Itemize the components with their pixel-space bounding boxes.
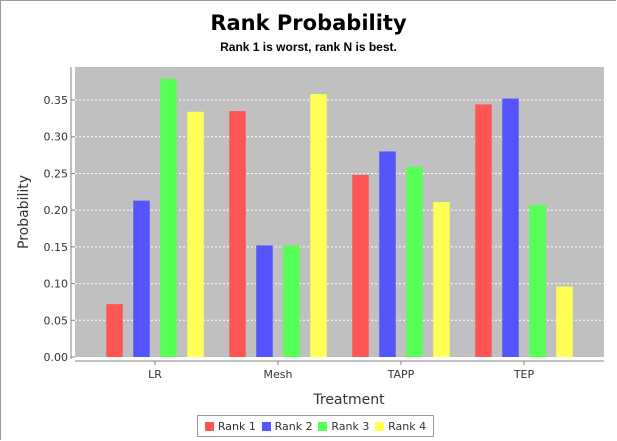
legend: Rank 1 Rank 2 Rank 3 Rank 4 bbox=[197, 415, 434, 437]
y-tick-label: 0.20 bbox=[44, 204, 69, 217]
bar-rank-2-lr bbox=[133, 200, 150, 357]
legend-swatch bbox=[318, 421, 328, 431]
x-tick-label: TEP bbox=[513, 368, 535, 381]
y-axis-ticks: 0.00 0.05 0.10 0.15 0.20 0.25 0.30 0.35 bbox=[44, 94, 75, 364]
bar-rank-4-tapp bbox=[433, 202, 450, 357]
y-tick-label: 0.15 bbox=[44, 241, 69, 254]
x-axis-label: Treatment bbox=[312, 392, 385, 408]
bar-rank-1-mesh bbox=[229, 111, 246, 358]
bar-rank-4-lr bbox=[187, 111, 204, 357]
legend-label: Rank 3 bbox=[331, 419, 370, 433]
x-axis-ticks: LR Mesh TAPP TEP bbox=[148, 361, 535, 381]
chart-subtitle: Rank 1 is worst, rank N is best. bbox=[220, 40, 397, 54]
x-tick-label: Mesh bbox=[264, 368, 293, 381]
axes bbox=[70, 67, 604, 362]
bar-rank-4-tep bbox=[556, 286, 573, 357]
x-tick-label: LR bbox=[148, 368, 162, 381]
bars bbox=[106, 78, 573, 358]
bar-rank-1-tep bbox=[475, 104, 492, 357]
bar-rank-3-mesh bbox=[283, 245, 300, 357]
y-axis-label: Probability bbox=[16, 175, 32, 249]
y-tick-label: 0.05 bbox=[44, 314, 69, 327]
y-tick-label: 0.35 bbox=[44, 94, 69, 107]
chart-title: Rank Probability bbox=[210, 11, 407, 35]
legend-label: Rank 1 bbox=[217, 419, 256, 433]
legend-item: Rank 2 bbox=[261, 419, 313, 433]
legend-item: Rank 4 bbox=[375, 420, 426, 433]
y-tick-label: 0.25 bbox=[44, 167, 69, 180]
y-tick-label: 0.30 bbox=[44, 131, 69, 144]
bar-rank-4-mesh bbox=[310, 94, 327, 358]
bar-rank-2-tapp bbox=[379, 151, 396, 357]
bar-rank-2-tep bbox=[502, 98, 519, 358]
y-tick-label: 0.00 bbox=[44, 351, 69, 364]
legend-label: Rank 4 bbox=[388, 419, 427, 433]
legend-item: Rank 1 bbox=[204, 419, 256, 433]
bar-rank-2-mesh bbox=[256, 245, 273, 357]
bar-rank-3-lr bbox=[160, 78, 177, 358]
bar-rank-3-tep bbox=[529, 205, 546, 357]
bar-rank-1-lr bbox=[106, 304, 123, 357]
legend-swatch bbox=[261, 421, 271, 431]
bar-rank-1-tapp bbox=[352, 174, 369, 357]
legend-swatch bbox=[204, 421, 214, 431]
x-tick-label: TAPP bbox=[387, 368, 415, 381]
legend-swatch bbox=[375, 421, 385, 431]
y-tick-label: 0.10 bbox=[44, 278, 69, 291]
legend-item: Rank 3 bbox=[318, 420, 369, 433]
legend-label: Rank 2 bbox=[274, 419, 313, 433]
bar-rank-3-tapp bbox=[406, 166, 423, 357]
plot-area bbox=[75, 67, 604, 357]
